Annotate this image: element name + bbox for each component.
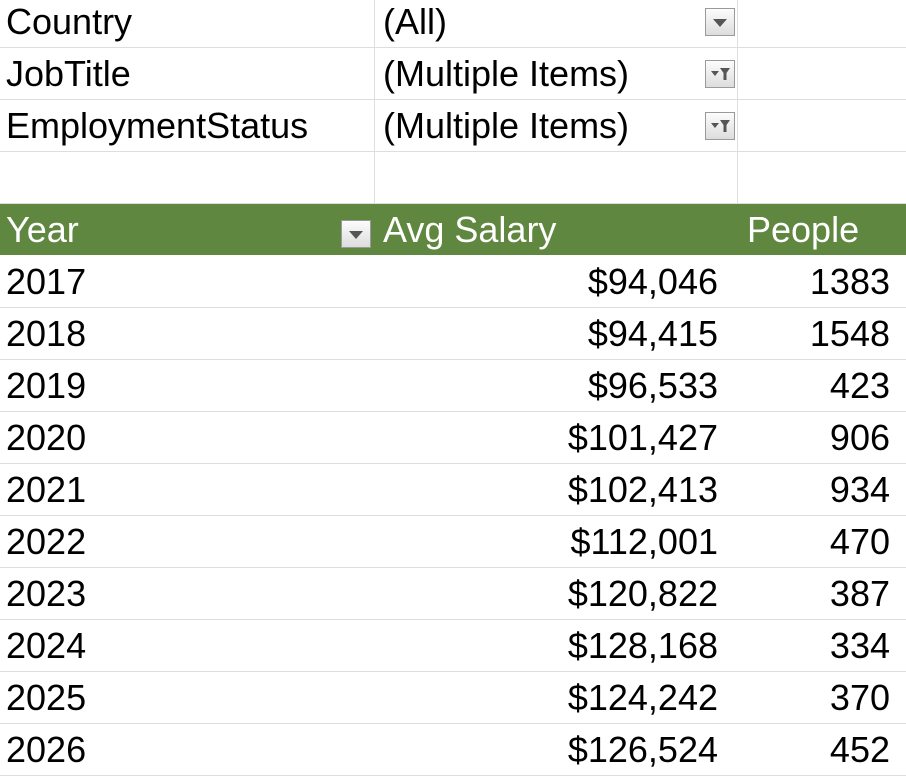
filter-field: Country [0, 0, 375, 47]
empty-cell [375, 152, 738, 203]
header-row: Year Avg Salary People [0, 204, 906, 256]
salary-cell: $124,242 [567, 677, 718, 718]
empty-cell [738, 48, 906, 99]
filter-row: Country (All) [0, 0, 906, 48]
filter-value: (Multiple Items) [375, 48, 738, 99]
salary-cell: $96,533 [587, 365, 718, 406]
data-row: 2021 $102,413 934 [0, 464, 906, 516]
people-cell: 423 [829, 365, 890, 406]
people-cell: 334 [829, 625, 890, 666]
year-cell: 2023 [6, 573, 87, 614]
salary-cell: $112,001 [570, 521, 718, 562]
data-row: 2024 $128,168 334 [0, 620, 906, 672]
year-cell: 2022 [6, 521, 87, 562]
people-cell: 1548 [809, 313, 890, 354]
year-cell: 2018 [6, 313, 87, 354]
empty-cell [0, 152, 375, 203]
salary-cell: $120,822 [567, 573, 718, 614]
column-header: Year [6, 209, 79, 250]
filter-value: (Multiple Items) [375, 100, 738, 151]
filter-row: EmploymentStatus (Multiple Items) [0, 100, 906, 152]
salary-cell: $94,415 [587, 313, 718, 354]
data-row: 2020 $101,427 906 [0, 412, 906, 464]
people-cell: 387 [829, 573, 890, 614]
filter-field: EmploymentStatus [0, 100, 375, 151]
filter-value: (All) [375, 0, 738, 47]
salary-cell: $102,413 [567, 469, 718, 510]
people-cell: 452 [829, 729, 890, 770]
salary-cell: $101,427 [567, 417, 718, 458]
year-cell: 2025 [6, 677, 87, 718]
data-row: 2019 $96,533 423 [0, 360, 906, 412]
data-row: 2018 $94,415 1548 [0, 308, 906, 360]
filter-field: JobTitle [0, 48, 375, 99]
blank-row [0, 152, 906, 204]
dropdown-button[interactable] [341, 220, 371, 248]
data-row: 2017 $94,046 1383 [0, 256, 906, 308]
people-cell: 470 [829, 521, 890, 562]
column-header: People [747, 209, 860, 250]
salary-cell: $126,524 [567, 729, 718, 770]
data-row: 2025 $124,242 370 [0, 672, 906, 724]
data-row: 2022 $112,001 470 [0, 516, 906, 568]
year-cell: 2024 [6, 625, 87, 666]
people-cell: 1383 [809, 261, 890, 302]
empty-cell [738, 0, 906, 47]
data-row: 2026 $126,524 452 [0, 724, 906, 776]
people-cell: 906 [829, 417, 890, 458]
data-row: 2023 $120,822 387 [0, 568, 906, 620]
people-cell: 934 [829, 469, 890, 510]
filter-button[interactable] [705, 112, 735, 140]
salary-cell: $94,046 [587, 261, 718, 302]
year-cell: 2017 [6, 261, 87, 302]
dropdown-button[interactable] [705, 8, 735, 36]
empty-cell [738, 100, 906, 151]
salary-cell: $128,168 [567, 625, 718, 666]
year-cell: 2020 [6, 417, 87, 458]
filter-button[interactable] [705, 60, 735, 88]
people-cell: 370 [829, 677, 890, 718]
column-header: Avg Salary [383, 209, 557, 250]
filter-row: JobTitle (Multiple Items) [0, 48, 906, 100]
year-cell: 2021 [6, 469, 87, 510]
year-cell: 2019 [6, 365, 87, 406]
year-cell: 2026 [6, 729, 87, 770]
